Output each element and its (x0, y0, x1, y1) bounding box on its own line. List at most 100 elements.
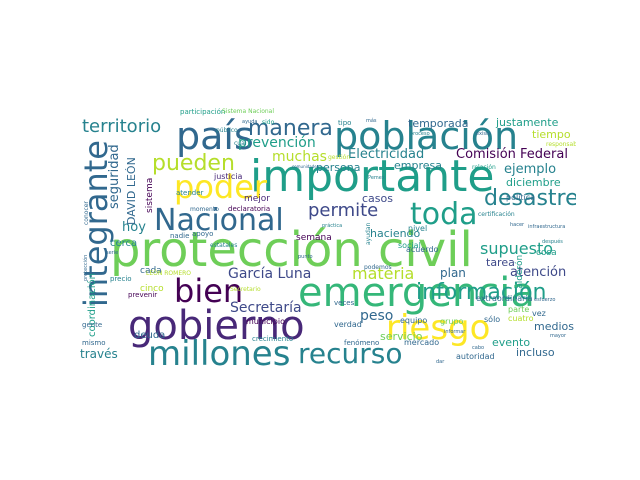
word: población (334, 114, 519, 158)
word: precio (110, 275, 132, 283)
word: Pemex (368, 175, 385, 181)
word: estatales (210, 242, 238, 249)
word: público (216, 127, 238, 134)
word: gobierno (128, 303, 305, 349)
word: servicio (380, 330, 423, 343)
word: crecimiento (252, 335, 294, 343)
word: municipio (246, 317, 285, 326)
word: gente (82, 321, 103, 329)
word: extraordinaria (476, 294, 533, 303)
word: bien (174, 272, 244, 310)
word: través (80, 347, 118, 361)
word: apoyo (192, 230, 214, 238)
word: empresa (394, 159, 442, 172)
word: Sistema Nacional (222, 108, 275, 115)
word: información (416, 280, 547, 305)
word: seguridad (107, 144, 122, 209)
word: territorio (82, 116, 162, 137)
word: equipo (400, 316, 428, 325)
word: tiempo (532, 128, 571, 141)
word: serie (106, 250, 119, 256)
word: ejemplo (504, 162, 557, 177)
word: certificación (478, 211, 515, 218)
word: vez (532, 309, 546, 318)
word: deuda (134, 330, 166, 341)
word: verdad (334, 320, 362, 329)
word: cuál (234, 140, 247, 147)
word: política (506, 193, 536, 202)
word: Electricidad (348, 147, 425, 162)
word: atención (510, 265, 567, 280)
word: millones (148, 334, 291, 371)
word: manera (248, 116, 333, 141)
word: prevención (238, 135, 316, 151)
word: permite (308, 200, 379, 221)
word: cosa (536, 248, 557, 258)
word: mismo (82, 339, 106, 347)
word: medios (534, 320, 574, 333)
word: protección (83, 254, 89, 281)
word: diciembre (506, 176, 561, 189)
word: cinco (140, 284, 164, 294)
word: materia (352, 264, 415, 283)
word: desastre (484, 186, 576, 211)
word: hacer (510, 222, 525, 228)
word: cerca (110, 238, 138, 249)
word: pueden (152, 151, 235, 176)
word: sólo (484, 315, 501, 324)
word: después (542, 239, 563, 245)
word: país (176, 114, 254, 158)
word-cloud: protección civil importante población em… (80, 107, 576, 371)
word: social (398, 241, 421, 250)
word: persona (316, 161, 361, 174)
word: parte (508, 305, 530, 314)
word: nivel (408, 224, 428, 233)
word: Nacional (154, 203, 284, 238)
word: mejor (244, 194, 271, 204)
word: importante (250, 151, 495, 202)
word: Secretario (230, 286, 261, 293)
word: podemos (364, 264, 392, 271)
word: sido (262, 119, 275, 126)
word: supuesto (480, 239, 554, 258)
word: punto (298, 254, 313, 260)
word: proceso (410, 131, 430, 137)
word: conocer (83, 201, 90, 225)
word: ayudan (365, 222, 372, 245)
word: muchas (272, 149, 327, 165)
word: casos (362, 192, 393, 205)
word: DAVID LEÓN (125, 157, 138, 225)
word: justamente (496, 116, 559, 129)
word: tarea (486, 256, 515, 269)
word: existe (476, 131, 491, 137)
word: Secretaría (230, 300, 302, 316)
word: autoridad (456, 352, 495, 361)
word: toda (410, 197, 478, 232)
word: fenómeno (344, 339, 380, 347)
word: mayor (550, 333, 567, 339)
word: tipo (338, 119, 352, 127)
word: esfuerzo (534, 297, 556, 303)
word: gestión (328, 154, 351, 161)
word: semana (296, 233, 332, 243)
word: cada (140, 266, 162, 276)
word: declaratoria (228, 205, 271, 213)
word: emergencia (298, 270, 535, 316)
word: poder (174, 168, 268, 206)
word: evento (492, 336, 531, 349)
word: Comisión Federal (456, 147, 568, 162)
word: justicia (214, 172, 243, 181)
word: cuatro (508, 314, 534, 323)
word: responsable (546, 141, 576, 148)
word: haciendo (370, 227, 421, 240)
word: peso (360, 308, 394, 324)
word: prevenir (128, 291, 158, 299)
word: grupo (440, 317, 464, 326)
word: relación (472, 164, 496, 171)
word: nadie (170, 232, 190, 240)
word: riesgo (386, 308, 491, 348)
word: hoy (122, 220, 146, 235)
word: participación (180, 108, 226, 116)
word: dar (436, 359, 445, 365)
word: García Luna (228, 266, 312, 282)
